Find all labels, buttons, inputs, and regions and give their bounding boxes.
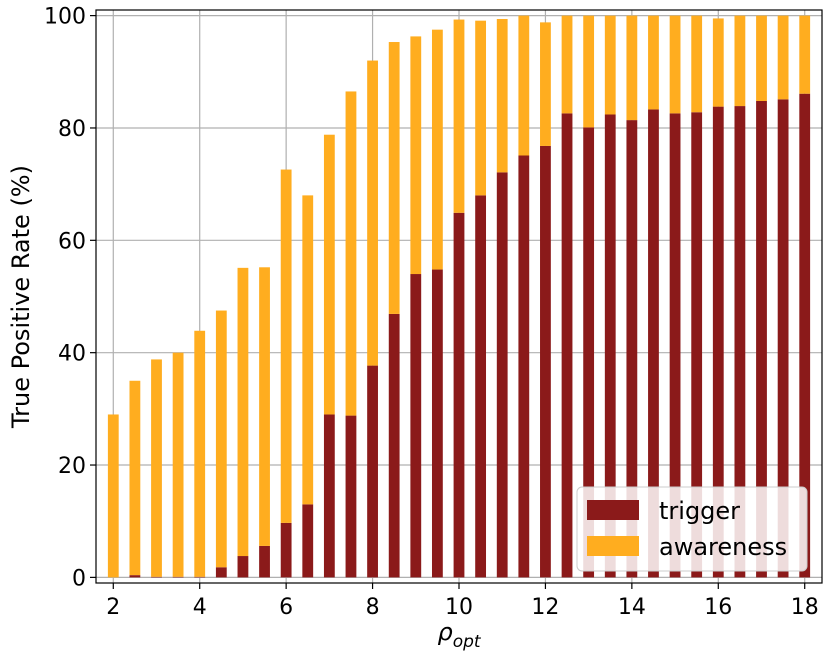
bar-awareness bbox=[302, 195, 313, 504]
bar-awareness bbox=[734, 16, 745, 106]
x-axis-label-sub: opt bbox=[453, 632, 482, 652]
bar-awareness bbox=[194, 331, 205, 577]
legend-swatch-trigger bbox=[587, 500, 639, 520]
bar-awareness bbox=[410, 36, 421, 274]
y-tick-label: 20 bbox=[58, 454, 86, 479]
bar-awareness bbox=[281, 170, 292, 523]
x-axis-label: ρopt bbox=[437, 618, 481, 652]
bar-awareness bbox=[670, 16, 681, 114]
bar-awareness bbox=[454, 20, 465, 213]
x-tick-label: 10 bbox=[445, 595, 473, 620]
bar-trigger bbox=[151, 577, 162, 578]
bar-trigger bbox=[302, 504, 313, 577]
bar-trigger bbox=[259, 546, 270, 577]
bar-awareness bbox=[432, 30, 443, 270]
x-axis-label-base: ρ bbox=[437, 618, 452, 646]
bar-trigger bbox=[324, 414, 335, 577]
bar-awareness bbox=[324, 135, 335, 415]
bar-trigger bbox=[518, 155, 529, 577]
x-tick-label: 18 bbox=[791, 595, 819, 620]
y-axis-ticks: 0 20 40 60 80 100 bbox=[44, 5, 96, 592]
bar-trigger bbox=[367, 366, 378, 578]
y-tick-label: 60 bbox=[58, 229, 86, 254]
bar-trigger bbox=[540, 146, 551, 577]
bar-trigger bbox=[194, 577, 205, 578]
bar-trigger bbox=[562, 113, 573, 577]
x-tick-label: 2 bbox=[106, 595, 120, 620]
y-tick-label: 80 bbox=[58, 117, 86, 142]
legend-label-trigger: trigger bbox=[659, 497, 740, 525]
x-tick-label: 16 bbox=[704, 595, 732, 620]
bar-awareness bbox=[605, 16, 616, 115]
x-axis-ticks: 2 4 6 8 10 12 14 16 18 bbox=[106, 583, 818, 620]
bar-trigger bbox=[346, 416, 357, 578]
x-tick-label: 12 bbox=[531, 595, 559, 620]
bar-awareness bbox=[151, 359, 162, 576]
bar-trigger bbox=[216, 567, 227, 577]
bar-awareness bbox=[497, 19, 508, 172]
y-tick-label: 0 bbox=[72, 566, 86, 591]
bar-awareness bbox=[367, 61, 378, 366]
bar-awareness bbox=[108, 414, 119, 577]
bar-awareness bbox=[691, 16, 702, 113]
bar-awareness bbox=[778, 16, 789, 100]
bar-trigger bbox=[129, 575, 140, 577]
bar-awareness bbox=[799, 16, 810, 94]
bar-awareness bbox=[259, 267, 270, 546]
y-tick-label: 100 bbox=[44, 5, 86, 30]
bar-trigger bbox=[238, 556, 249, 577]
legend-swatch-awareness bbox=[587, 536, 639, 556]
bar-awareness bbox=[173, 353, 184, 577]
bar-awareness bbox=[583, 16, 594, 128]
bar-awareness bbox=[756, 16, 767, 101]
bar-awareness bbox=[389, 42, 400, 314]
bar-trigger bbox=[173, 577, 184, 578]
bar-awareness bbox=[713, 18, 724, 106]
bar-trigger bbox=[389, 314, 400, 577]
bar-awareness bbox=[648, 16, 659, 110]
y-axis-label: True Positive Rate (%) bbox=[7, 165, 35, 429]
bar-trigger bbox=[432, 270, 443, 578]
legend: trigger awareness bbox=[577, 487, 807, 571]
x-tick-label: 8 bbox=[366, 595, 380, 620]
bar-awareness bbox=[475, 21, 486, 196]
bar-awareness bbox=[129, 381, 140, 575]
bar-trigger bbox=[497, 172, 508, 577]
bar-awareness bbox=[346, 91, 357, 415]
bar-awareness bbox=[216, 311, 227, 568]
bar-trigger bbox=[454, 213, 465, 578]
x-tick-label: 14 bbox=[618, 595, 646, 620]
legend-label-awareness: awareness bbox=[659, 533, 787, 561]
bar-awareness bbox=[518, 16, 529, 156]
x-tick-label: 6 bbox=[279, 595, 293, 620]
y-tick-label: 40 bbox=[58, 342, 86, 367]
bar-trigger bbox=[475, 195, 486, 577]
bar-awareness bbox=[562, 16, 573, 114]
bar-trigger bbox=[281, 523, 292, 577]
bar-awareness bbox=[626, 16, 637, 120]
bar-awareness bbox=[540, 22, 551, 146]
x-tick-label: 4 bbox=[193, 595, 207, 620]
bar-trigger bbox=[410, 274, 421, 577]
bar-awareness bbox=[238, 268, 249, 556]
